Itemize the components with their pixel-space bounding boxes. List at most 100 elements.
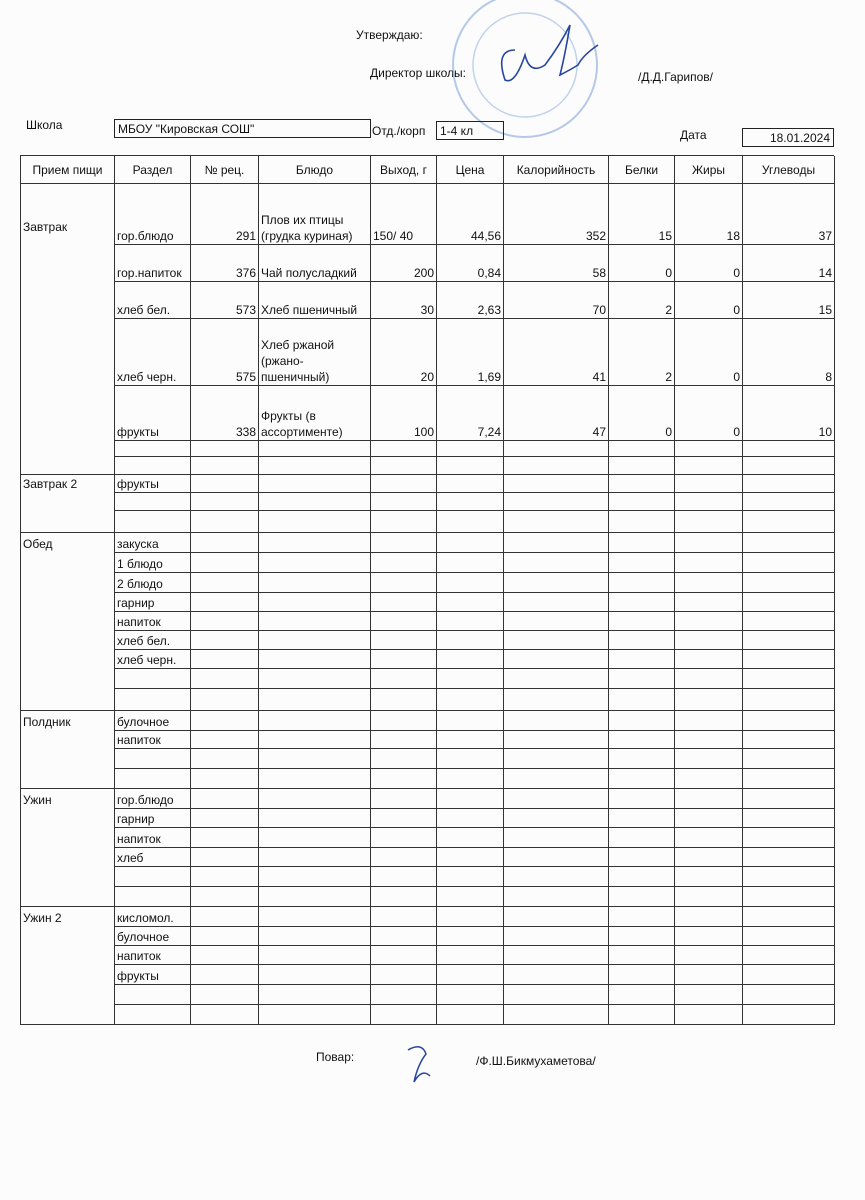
cell xyxy=(259,475,371,493)
cell xyxy=(675,907,743,927)
cell xyxy=(504,553,609,573)
cell xyxy=(504,789,609,809)
cell xyxy=(504,593,609,612)
cell xyxy=(609,457,675,475)
director-label: Директор школы: xyxy=(370,66,466,80)
cell xyxy=(675,573,743,593)
cell xyxy=(259,593,371,612)
cell xyxy=(437,441,504,457)
cell xyxy=(504,475,609,493)
cell xyxy=(371,985,437,1005)
cell: 1 блюдо xyxy=(115,553,191,573)
cell xyxy=(437,711,504,731)
cell xyxy=(743,789,835,809)
cell xyxy=(371,848,437,867)
cell: фрукты xyxy=(115,475,191,493)
cell xyxy=(609,769,675,789)
dept: 1-4 кл xyxy=(436,121,504,140)
cell xyxy=(259,965,371,985)
cell xyxy=(437,650,504,669)
cell xyxy=(191,867,259,887)
cell xyxy=(675,457,743,475)
cell: 200 xyxy=(371,245,437,282)
cell: 18 xyxy=(675,184,743,245)
cell: 7,24 xyxy=(437,386,504,441)
cell xyxy=(504,887,609,907)
cell xyxy=(743,887,835,907)
cell xyxy=(371,669,437,689)
cell xyxy=(191,533,259,553)
cell xyxy=(259,985,371,1005)
cell xyxy=(437,887,504,907)
cell xyxy=(371,867,437,887)
cell xyxy=(504,749,609,769)
cell xyxy=(259,867,371,887)
cell xyxy=(191,907,259,927)
cell xyxy=(371,927,437,946)
cell xyxy=(609,711,675,731)
cell xyxy=(504,907,609,927)
cell xyxy=(259,631,371,650)
cell xyxy=(371,749,437,769)
cell xyxy=(743,907,835,927)
column-header: Выход, г xyxy=(371,156,437,184)
cell xyxy=(259,887,371,907)
cell xyxy=(504,631,609,650)
cell xyxy=(675,1005,743,1025)
cell xyxy=(504,493,609,511)
cell: кисломол. xyxy=(115,907,191,927)
cell: 0 xyxy=(675,386,743,441)
cell: фрукты xyxy=(115,386,191,441)
cell xyxy=(743,612,835,631)
cell xyxy=(115,1005,191,1025)
cell: 100 xyxy=(371,386,437,441)
column-header: Углеводы xyxy=(743,156,835,184)
cell xyxy=(115,511,191,533)
cell xyxy=(259,669,371,689)
cell xyxy=(191,612,259,631)
cell xyxy=(609,573,675,593)
cell xyxy=(743,689,835,711)
cell: 20 xyxy=(371,319,437,386)
cell xyxy=(371,573,437,593)
cell xyxy=(371,731,437,749)
cell: хлеб бел. xyxy=(115,282,191,319)
cell xyxy=(504,573,609,593)
cell xyxy=(259,689,371,711)
cell xyxy=(259,1005,371,1025)
cell xyxy=(191,848,259,867)
cell xyxy=(191,573,259,593)
cell xyxy=(371,828,437,848)
cell xyxy=(504,946,609,965)
cell: 2,63 xyxy=(437,282,504,319)
cell xyxy=(609,749,675,769)
cell: 0 xyxy=(675,245,743,282)
cell xyxy=(609,965,675,985)
cell xyxy=(609,612,675,631)
cell: Ужин 2 xyxy=(21,907,115,1025)
cell xyxy=(191,985,259,1005)
cell xyxy=(743,511,835,533)
cell xyxy=(437,631,504,650)
cell xyxy=(437,493,504,511)
cell xyxy=(675,533,743,553)
cell xyxy=(504,985,609,1005)
cell xyxy=(743,828,835,848)
cell xyxy=(609,650,675,669)
cell xyxy=(609,887,675,907)
cell xyxy=(371,965,437,985)
cell xyxy=(675,511,743,533)
cell xyxy=(743,848,835,867)
cell: 573 xyxy=(191,282,259,319)
cell xyxy=(743,809,835,828)
cell xyxy=(504,612,609,631)
cell xyxy=(609,593,675,612)
cell xyxy=(675,809,743,828)
cell xyxy=(191,828,259,848)
cell: 0 xyxy=(609,245,675,282)
cell: 44,56 xyxy=(437,184,504,245)
cell xyxy=(504,650,609,669)
cell: Завтрак xyxy=(21,184,115,475)
column-header: Белки xyxy=(609,156,675,184)
